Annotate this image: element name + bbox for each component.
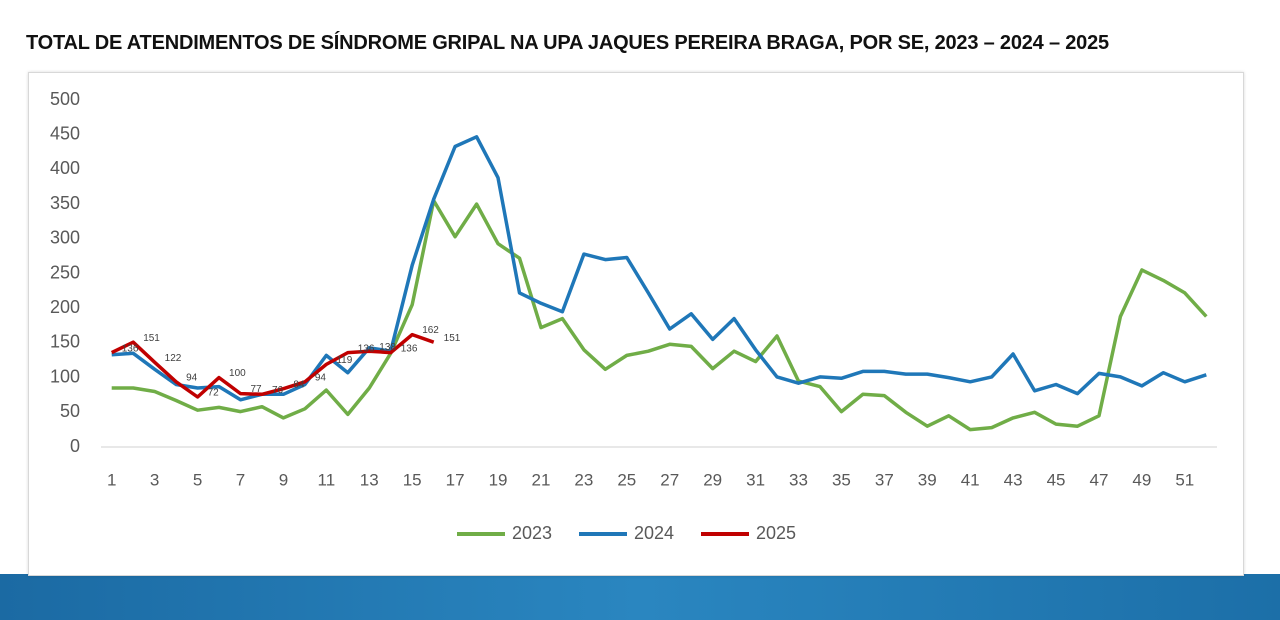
x-tick-label: 15 — [403, 470, 422, 489]
data-label: 138 — [379, 342, 396, 353]
data-label: 100 — [229, 368, 246, 379]
x-tick-label: 21 — [532, 470, 551, 489]
x-tick-label: 23 — [574, 470, 593, 489]
x-tick-label: 7 — [236, 470, 245, 489]
series-line — [110, 332, 435, 399]
x-tick-label: 45 — [1047, 470, 1066, 489]
x-tick-label: 43 — [1004, 470, 1023, 489]
x-tick-label: 1 — [107, 470, 116, 489]
x-tick-label: 25 — [617, 470, 636, 489]
x-tick-label: 49 — [1132, 470, 1151, 489]
y-tick-label: 0 — [70, 436, 80, 456]
y-tick-label: 400 — [50, 158, 80, 178]
data-label: 136 — [358, 343, 375, 354]
x-tick-label: 17 — [446, 470, 465, 489]
x-tick-label: 19 — [489, 470, 508, 489]
x-tick-label: 35 — [832, 470, 851, 489]
y-tick-label: 100 — [50, 366, 80, 386]
x-tick-label: 3 — [150, 470, 159, 489]
data-label: 151 — [444, 333, 461, 344]
y-tick-label: 300 — [50, 228, 80, 248]
y-tick-label: 150 — [50, 332, 80, 352]
y-tick-label: 250 — [50, 262, 80, 282]
data-label: 84 — [293, 379, 305, 390]
data-label: 72 — [208, 388, 220, 399]
legend-label: 2024 — [634, 523, 674, 543]
chart-frame — [28, 72, 1244, 576]
x-tick-label: 9 — [279, 470, 288, 489]
x-tick-label: 47 — [1090, 470, 1109, 489]
y-tick-label: 500 — [50, 89, 80, 109]
data-label: 119 — [336, 355, 352, 366]
x-tick-label: 33 — [789, 470, 808, 489]
x-tick-label: 13 — [360, 470, 379, 489]
chart-title: TOTAL DE ATENDIMENTOS DE SÍNDROME GRIPAL… — [26, 32, 1109, 54]
y-tick-label: 350 — [50, 193, 80, 213]
y-tick-label: 50 — [60, 401, 80, 421]
x-tick-label: 5 — [193, 470, 202, 489]
data-label: 136 — [122, 343, 139, 354]
x-tick-label: 29 — [703, 470, 722, 489]
data-label: 122 — [165, 353, 182, 364]
x-tick-label: 31 — [746, 470, 765, 489]
series-line — [111, 135, 1207, 402]
series-line — [111, 198, 1208, 432]
data-label: 136 — [401, 343, 418, 354]
data-label: 76 — [272, 385, 284, 396]
x-tick-label: 41 — [961, 470, 980, 489]
data-label: 151 — [143, 333, 160, 344]
x-tick-label: 11 — [318, 470, 336, 489]
y-tick-label: 200 — [50, 297, 80, 317]
x-tick-label: 37 — [875, 470, 894, 489]
data-label: 162 — [422, 325, 439, 336]
legend-label: 2025 — [756, 523, 796, 543]
data-label: 94 — [315, 372, 327, 383]
x-tick-label: 51 — [1175, 470, 1194, 489]
y-tick-label: 450 — [50, 123, 80, 143]
x-tick-label: 27 — [660, 470, 679, 489]
data-label: 77 — [251, 384, 263, 395]
x-tick-label: 39 — [918, 470, 937, 489]
legend-label: 2023 — [512, 523, 552, 543]
footer-band — [0, 574, 1280, 620]
data-label: 94 — [186, 372, 198, 383]
